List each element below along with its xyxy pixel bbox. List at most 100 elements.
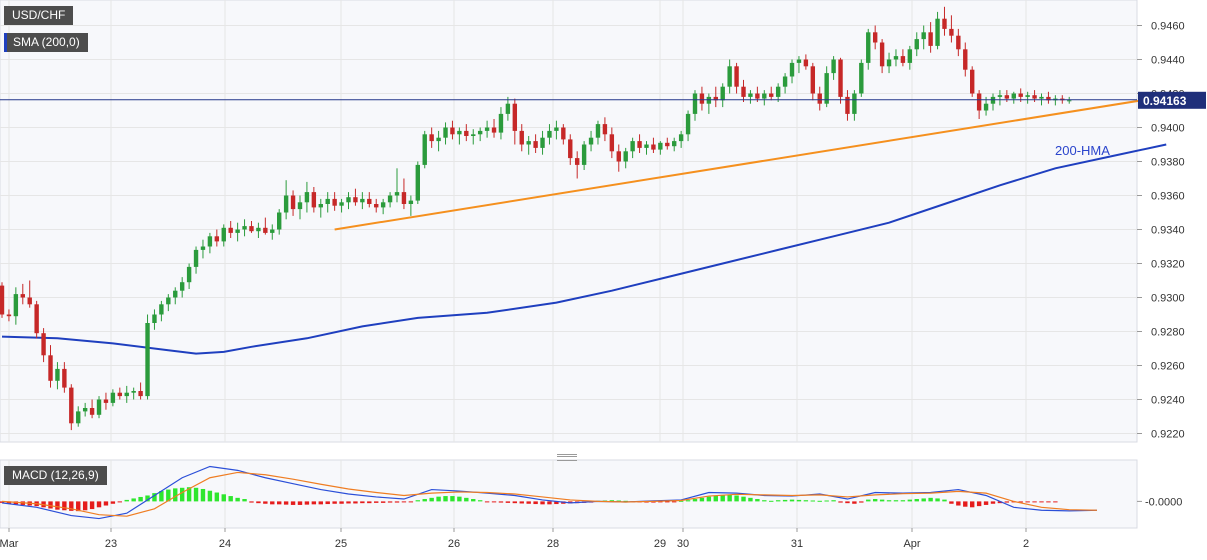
macd-tick-label: -0.0000	[1145, 496, 1182, 508]
macd-histogram-bar	[457, 496, 462, 502]
candle-body	[166, 297, 171, 305]
macd-histogram-bar	[963, 501, 968, 507]
macd-histogram-bar	[1053, 501, 1058, 503]
candle-body	[408, 200, 414, 204]
candle-body	[990, 96, 996, 104]
candle-body	[1046, 96, 1051, 101]
candle-body	[221, 227, 226, 242]
candle-body	[963, 49, 968, 70]
candle-body	[692, 93, 698, 114]
sma-label[interactable]: SMA (200,0)	[4, 33, 88, 52]
macd-histogram-bar	[803, 500, 809, 502]
macd-histogram-bar	[263, 501, 268, 504]
candle-body	[581, 144, 587, 165]
candle-body	[533, 141, 538, 148]
candle-body	[1018, 93, 1023, 97]
candle-body	[651, 144, 656, 150]
macd-histogram-bar	[713, 495, 718, 502]
candle-body	[318, 204, 323, 208]
candle-body	[422, 134, 427, 165]
macd-histogram-bar	[616, 500, 621, 502]
macd-histogram-bar	[193, 487, 199, 502]
macd-histogram-bar	[228, 496, 233, 502]
price-panel-frame	[0, 0, 1138, 443]
macd-histogram-bar	[48, 501, 53, 509]
candle-body	[415, 164, 420, 201]
macd-histogram-bar	[297, 501, 303, 505]
macd-histogram-bar	[748, 497, 753, 502]
macd-histogram-bar	[678, 500, 684, 502]
time-tick-label: Mar	[0, 538, 19, 550]
macd-histogram-bar	[82, 501, 88, 511]
time-tick-label: 23	[105, 538, 117, 550]
candle-body	[970, 69, 975, 94]
macd-histogram-bar	[166, 489, 171, 502]
candle-body	[519, 130, 524, 145]
candle-body	[186, 266, 192, 283]
candle-body	[228, 227, 233, 233]
macd-histogram-bar	[990, 501, 996, 504]
price-tick-label: 0.9460	[1151, 21, 1185, 33]
price-tick-label: 0.9360	[1151, 191, 1185, 203]
candle-body	[1039, 96, 1044, 99]
panel-resize-handle[interactable]	[557, 454, 577, 461]
candle-body	[699, 93, 705, 104]
macd-histogram-bar	[893, 500, 899, 502]
candle-body	[1067, 100, 1072, 102]
macd-histogram-bar	[879, 499, 885, 502]
time-axis: Mar 23 24 25 26 28 30 31 Apr 2 29	[0, 528, 1029, 550]
candle-body	[935, 18, 940, 46]
candle-body	[665, 142, 670, 147]
hma-label: 200-HMA	[1055, 143, 1110, 158]
candle-body	[179, 282, 185, 291]
macd-histogram-bar	[214, 492, 220, 502]
candle-body	[34, 304, 39, 334]
candle-body	[637, 141, 642, 148]
time-tick-label: 29	[654, 538, 666, 550]
time-tick-label: 26	[448, 538, 460, 550]
macd-histogram-bar	[152, 493, 157, 502]
trendline-path	[334, 97, 1153, 231]
macd-histogram-bar	[374, 501, 379, 503]
macd-histogram-bar	[623, 500, 628, 502]
candle-body	[242, 226, 247, 230]
macd-histogram-bar	[179, 487, 185, 502]
macd-histogram-bar	[838, 501, 843, 503]
macd-histogram-bar	[283, 501, 289, 505]
candle-body	[297, 202, 303, 210]
candle-body	[152, 314, 157, 323]
macd-histogram-bar	[55, 501, 60, 510]
candle-body	[762, 93, 767, 99]
macd-histogram-bar	[699, 497, 705, 502]
macd-label[interactable]: MACD (12,26,9)	[4, 466, 107, 485]
candle-body	[498, 113, 504, 133]
candle-body	[512, 103, 518, 131]
macd-histogram-bar	[692, 499, 698, 502]
price-tick-label: 0.9320	[1151, 259, 1185, 271]
candle-body	[748, 93, 753, 97]
macd-histogram-bar	[540, 501, 545, 505]
candle-body	[387, 195, 393, 203]
macd-histogram-bar	[429, 497, 434, 502]
macd-histogram-bar	[443, 496, 448, 502]
candle-body	[872, 32, 878, 43]
price-tick-label: 0.9280	[1151, 327, 1185, 339]
candle-body	[89, 408, 95, 415]
candle-body	[484, 127, 490, 131]
macd-histogram-bar	[907, 499, 913, 502]
gridlines	[0, 0, 1137, 528]
candle-body	[159, 304, 164, 315]
candle-body	[1025, 95, 1030, 97]
macd-histogram-bar	[103, 501, 109, 506]
macd-histogram-bar	[145, 495, 150, 502]
candle-body	[339, 202, 344, 206]
candle-body	[290, 195, 296, 210]
candle-body	[346, 197, 351, 203]
macd-histogram-bar	[1004, 501, 1010, 503]
price-tick-label: 0.9440	[1151, 55, 1185, 67]
macd-histogram-bar	[491, 501, 497, 503]
candle-body	[270, 229, 275, 233]
candle-body	[394, 192, 400, 196]
candle-body	[367, 198, 372, 204]
candle-body	[568, 139, 573, 159]
